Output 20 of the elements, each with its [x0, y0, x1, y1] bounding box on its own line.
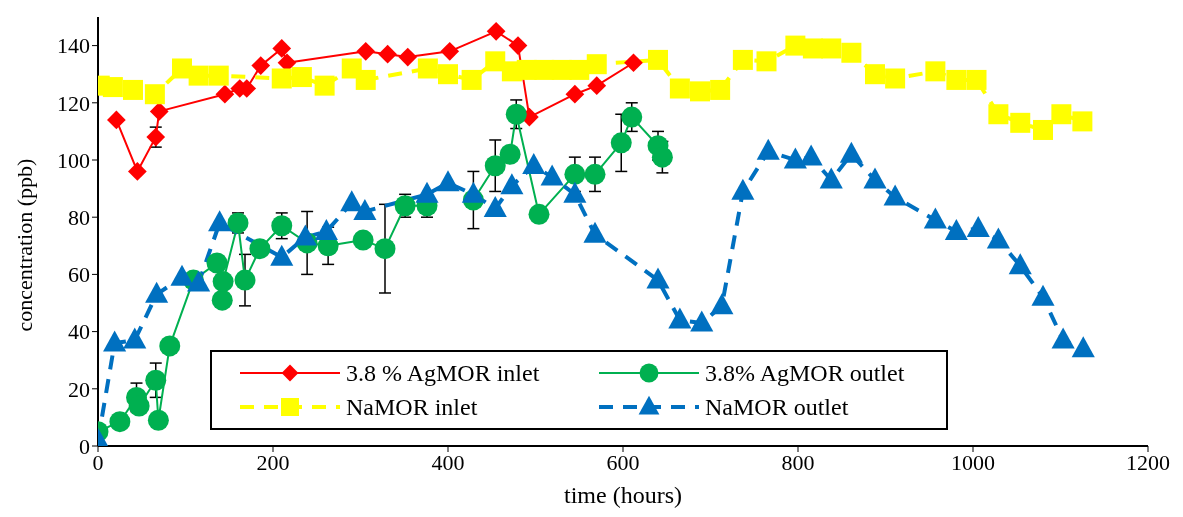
y-tick-label: 100	[57, 147, 90, 173]
x-axis-title: time (hours)	[564, 482, 682, 508]
y-tick-label: 20	[68, 376, 90, 402]
y-tick-label: 40	[68, 319, 90, 345]
y-axis-title: concentration (ppb)	[11, 158, 37, 332]
x-tick-label: 200	[256, 449, 290, 475]
legend-label: 3.8% AgMOR outlet	[705, 359, 905, 388]
y-tick-label: 60	[68, 262, 90, 288]
x-tick-label: 800	[781, 449, 815, 475]
legend-label: NaMOR inlet	[346, 393, 478, 422]
y-tick-label: 120	[57, 90, 90, 116]
legend-label: NaMOR outlet	[705, 393, 849, 422]
legend-label: 3.8 % AgMOR inlet	[346, 359, 540, 388]
x-tick-label: 400	[431, 449, 465, 475]
x-tick-label: 1000	[951, 449, 995, 475]
x-tick-label: 600	[606, 449, 640, 475]
y-tick-label: 0	[79, 433, 90, 459]
y-tick-label: 80	[68, 205, 90, 231]
x-tick-label: 1200	[1126, 449, 1170, 475]
y-tick-label: 140	[57, 33, 90, 59]
